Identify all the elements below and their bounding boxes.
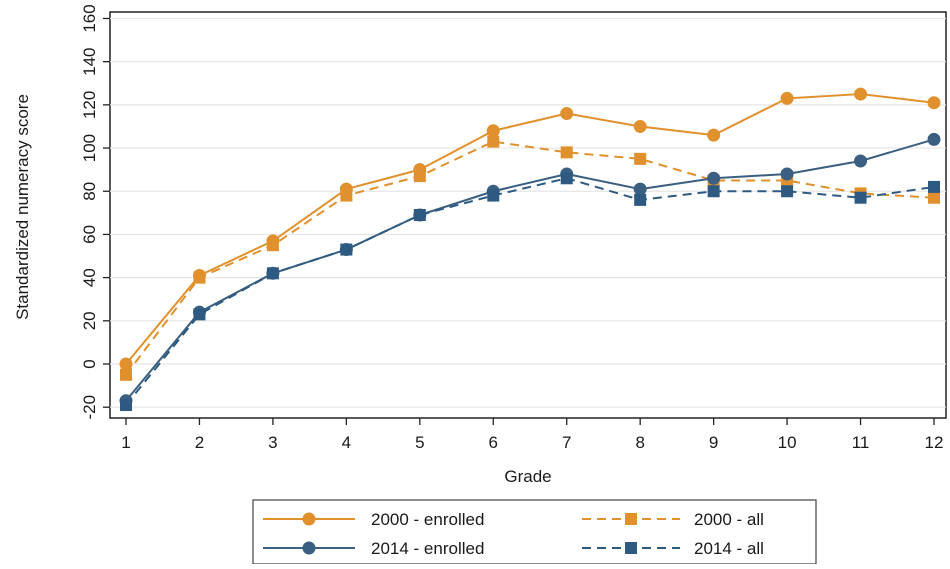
y-tick-label: 40 — [80, 268, 99, 287]
data-point — [120, 368, 132, 381]
legend-label: 2014 - enrolled — [371, 539, 484, 558]
legend-label: 2014 - all — [694, 539, 764, 558]
y-tick-label: 100 — [80, 134, 99, 162]
data-point — [560, 146, 573, 159]
series-line-4 — [125, 177, 935, 406]
series-line-1 — [125, 93, 935, 365]
data-point — [707, 128, 721, 142]
data-point — [413, 170, 426, 183]
data-point — [854, 87, 868, 101]
x-tick-label: 5 — [415, 433, 424, 452]
data-point — [266, 267, 279, 280]
x-tick-label: 9 — [709, 433, 718, 452]
y-tick-label: 60 — [80, 225, 99, 244]
legend-marker — [302, 541, 316, 555]
x-tick-label: 11 — [852, 433, 870, 452]
data-point — [854, 191, 867, 204]
data-point — [707, 171, 721, 185]
x-tick-label: 12 — [925, 433, 944, 452]
data-point — [781, 185, 794, 198]
data-point — [560, 172, 573, 185]
y-tick-label: 140 — [80, 47, 99, 75]
data-point — [487, 135, 500, 148]
data-point — [927, 96, 941, 110]
data-point — [928, 180, 940, 193]
plot-area — [109, 11, 947, 419]
x-tick-label: 8 — [635, 433, 644, 452]
legend-label: 2000 - enrolled — [371, 510, 484, 529]
legend-marker — [625, 513, 637, 525]
data-point — [634, 152, 647, 165]
y-tick-label: 20 — [80, 311, 99, 330]
data-point — [266, 239, 279, 252]
data-point — [633, 119, 647, 133]
series-line-2 — [125, 140, 935, 376]
x-tick-label: 1 — [121, 433, 130, 452]
y-tick-label: 0 — [80, 359, 99, 368]
data-point — [193, 308, 206, 321]
y-axis-title: Standardized numeracy score — [13, 94, 32, 320]
x-tick-label: 3 — [268, 433, 277, 452]
x-tick-label: 2 — [195, 433, 204, 452]
legend-label: 2000 - all — [694, 510, 764, 529]
data-point — [927, 132, 941, 146]
data-point — [486, 124, 500, 138]
data-point — [413, 209, 426, 221]
data-point — [560, 107, 574, 120]
x-tick-label: 7 — [562, 433, 571, 452]
data-point — [340, 189, 353, 202]
y-tick-label: 80 — [80, 182, 99, 201]
x-tick-label: 10 — [778, 433, 797, 452]
legend-marker — [302, 512, 316, 526]
y-tick-label: 160 — [80, 4, 99, 32]
x-axis-title: Grade — [504, 467, 551, 486]
x-tick-label: 6 — [489, 433, 498, 452]
y-tick-label: -20 — [80, 395, 99, 420]
data-point — [854, 154, 868, 168]
data-point — [928, 191, 940, 204]
data-point — [633, 182, 647, 196]
data-point — [780, 91, 794, 105]
y-tick-label: 120 — [80, 91, 99, 119]
data-point — [487, 189, 500, 202]
data-point — [780, 167, 794, 181]
data-point — [120, 399, 132, 412]
x-tick-label: 4 — [342, 433, 351, 452]
data-point — [340, 243, 353, 256]
data-point — [707, 185, 720, 198]
legend-box — [252, 499, 817, 565]
legend-marker — [625, 542, 637, 554]
data-point — [193, 271, 206, 284]
data-point — [634, 193, 647, 206]
